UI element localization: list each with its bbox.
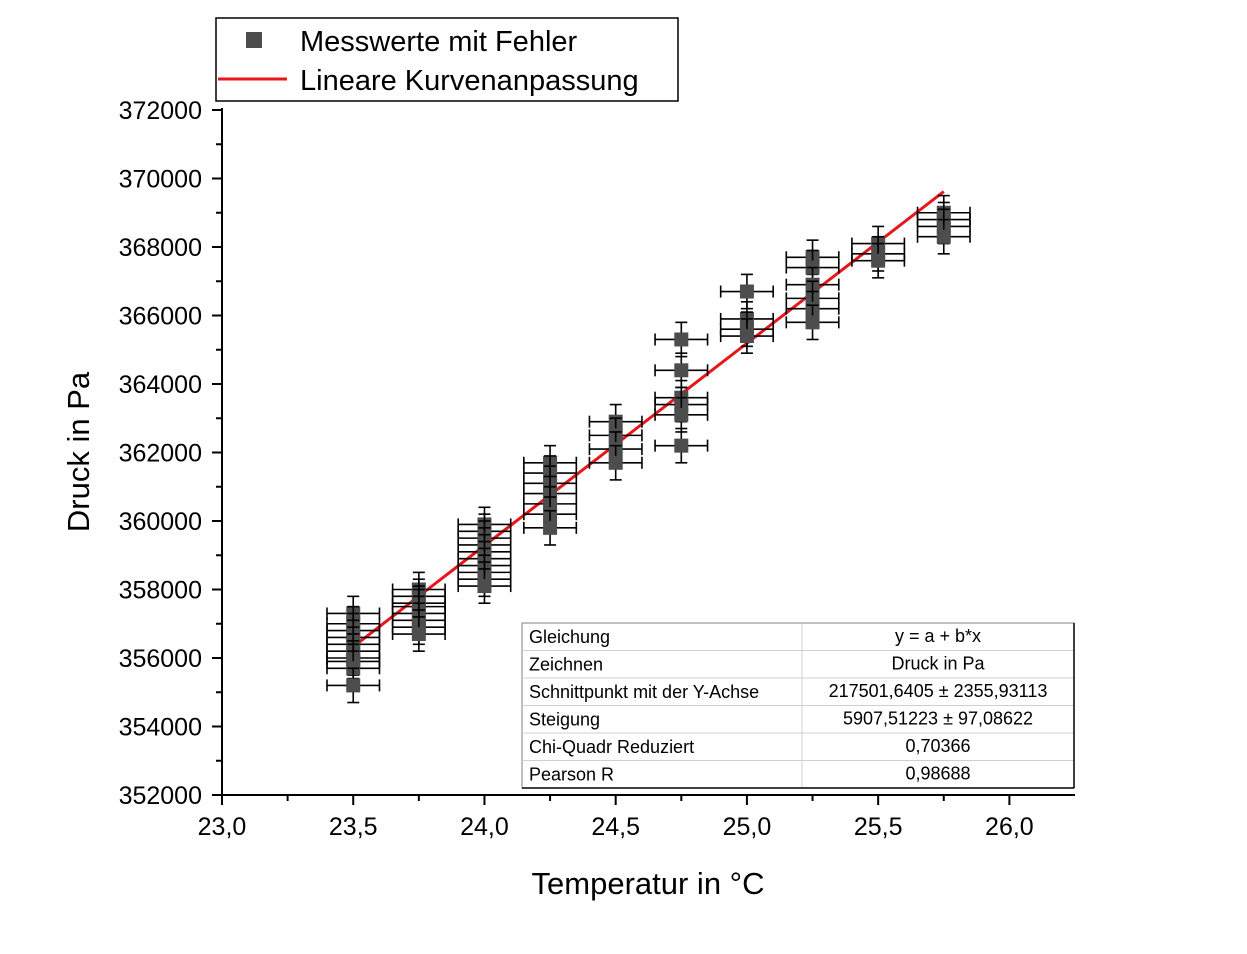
x-tick-label: 24,5 (591, 813, 640, 841)
data-point (391, 616, 446, 652)
x-tick-label: 24,0 (460, 813, 509, 841)
data-point (457, 568, 512, 605)
fit-line-layer (352, 190, 945, 648)
table-cell-value: 0,98688 (905, 764, 970, 784)
data-point (851, 242, 906, 279)
data-point (654, 427, 709, 464)
table-cell-label: Chi-Quadr Reduziert (529, 737, 694, 757)
legend-label-fit: Lineare Kurvenanpassung (300, 65, 639, 97)
table-cell-label: Gleichung (529, 627, 610, 647)
fit-parameter-table: Gleichung y = a + b*x Zeichnen Druck in Pa S… (521, 622, 1075, 789)
x-axis-title: Temperatur in °C (532, 866, 765, 901)
table-cell-value: Druck in Pa (891, 654, 985, 674)
data-marker (674, 363, 689, 378)
table-cell-value: 0,70366 (905, 736, 970, 756)
tick-labels: 23,0 23,5 24,0 24,5 25,0 25,5 26,0 352000 354000… (119, 97, 1034, 841)
x-tick-label: 23,5 (329, 813, 378, 841)
data-marker (674, 438, 689, 453)
data-point (916, 218, 971, 255)
data-point (654, 321, 709, 358)
data-marker (739, 329, 754, 344)
data-marker (674, 407, 689, 422)
legend-box (215, 17, 679, 102)
y-tick-label: 360000 (119, 508, 202, 536)
data-marker (411, 627, 426, 642)
fit-line (352, 190, 945, 648)
y-tick-label: 368000 (119, 234, 202, 262)
data-layer (326, 194, 971, 704)
table-cell-value: 5907,51223 ± 97,08622 (843, 709, 1033, 729)
table-cell-label: Pearson R (529, 765, 614, 785)
data-point (719, 318, 774, 354)
data-point (785, 304, 840, 341)
x-tick-label: 23,0 (198, 813, 247, 841)
table-cell-value: 217501,6405 ± 2355,93113 (829, 681, 1048, 701)
y-axis-title: Druck in Pa (61, 371, 96, 532)
legend-marker-swatch (246, 32, 262, 48)
data-marker (608, 455, 623, 470)
data-marker (346, 678, 361, 693)
data-point (326, 667, 381, 704)
x-tick-label: 25,0 (723, 813, 772, 841)
x-tick-label: 26,0 (985, 813, 1034, 841)
y-tick-label: 372000 (119, 97, 202, 125)
data-marker (543, 520, 558, 535)
x-tick-label: 25,5 (854, 813, 903, 841)
data-point (588, 444, 643, 481)
y-tick-label: 370000 (119, 166, 202, 194)
y-tick-label: 352000 (119, 782, 202, 810)
data-marker (674, 332, 689, 347)
table-cell-label: Zeichnen (529, 655, 603, 675)
data-marker (805, 315, 820, 330)
data-point (654, 396, 709, 433)
table-cell-value: y = a + b*x (895, 626, 981, 646)
table-cell-label: Steigung (529, 710, 600, 730)
y-tick-label: 364000 (119, 371, 202, 399)
y-tick-label: 356000 (119, 645, 202, 673)
data-point (523, 509, 578, 546)
legend-label-data: Messwerte mit Fehler (300, 26, 578, 58)
axes (212, 108, 1075, 805)
data-marker (477, 579, 492, 594)
table-cell-label: Schnittpunkt mit der Y-Achse (529, 682, 759, 702)
legend: Messwerte mit Fehler Lineare Kurvenanpass… (215, 17, 679, 102)
y-tick-label: 358000 (119, 577, 202, 605)
y-tick-label: 354000 (119, 714, 202, 742)
data-marker (936, 229, 951, 244)
y-tick-label: 362000 (119, 440, 202, 468)
y-tick-label: 366000 (119, 303, 202, 331)
data-marker (871, 253, 886, 268)
data-marker (739, 284, 754, 299)
